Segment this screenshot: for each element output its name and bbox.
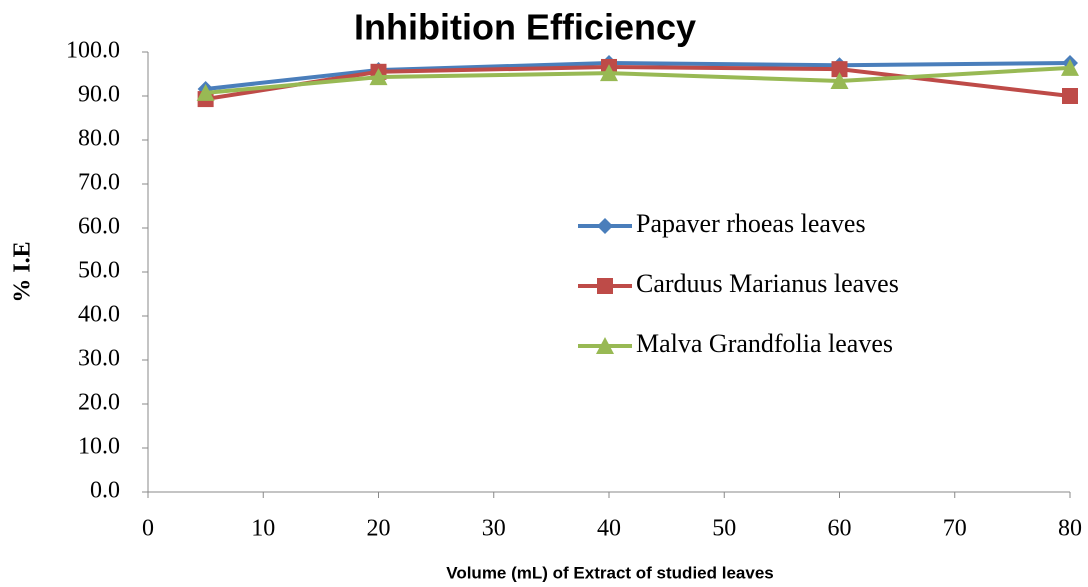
chart-title: Inhibition Efficiency	[354, 7, 696, 48]
x-tick-label: 0	[142, 516, 154, 542]
x-tick-label: 60	[828, 516, 852, 542]
legend-marker	[597, 278, 613, 294]
marker	[369, 68, 388, 86]
marker	[830, 72, 849, 90]
y-tick-label: 0.0	[90, 478, 120, 504]
marker	[196, 83, 215, 101]
y-tick-label: 30.0	[78, 346, 120, 372]
y-axis-label: % I.E	[10, 241, 36, 302]
x-tick-label: 20	[367, 516, 391, 542]
y-tick-label: 20.0	[78, 390, 120, 416]
x-axis-label: Volume (mL) of Extract of studied leaves	[446, 563, 773, 582]
marker	[1061, 58, 1079, 76]
x-tick-label: 70	[943, 516, 967, 542]
marker	[1062, 88, 1078, 104]
legend-label: Carduus Marianus leaves	[636, 269, 899, 298]
y-tick-label: 70.0	[78, 170, 120, 196]
legend-marker	[596, 337, 614, 354]
y-tick-label: 10.0	[78, 434, 120, 460]
x-tick-label: 50	[712, 516, 736, 542]
legend-label: Malva Grandfolia leaves	[636, 329, 893, 358]
legend-marker	[597, 218, 613, 234]
y-tick-label: 60.0	[78, 214, 120, 240]
y-tick-label: 50.0	[78, 258, 120, 284]
marker	[831, 61, 848, 78]
y-tick-label: 100.0	[66, 38, 120, 64]
x-tick-label: 30	[482, 516, 506, 542]
y-tick-label: 90.0	[78, 82, 120, 108]
x-tick-label: 80	[1058, 516, 1082, 542]
marker	[600, 64, 618, 82]
y-tick-label: 40.0	[78, 302, 120, 328]
y-tick-label: 80.0	[78, 126, 120, 152]
x-tick-label: 10	[251, 516, 275, 542]
legend-label: Papaver rhoeas leaves	[636, 209, 866, 238]
x-tick-label: 40	[597, 516, 621, 542]
